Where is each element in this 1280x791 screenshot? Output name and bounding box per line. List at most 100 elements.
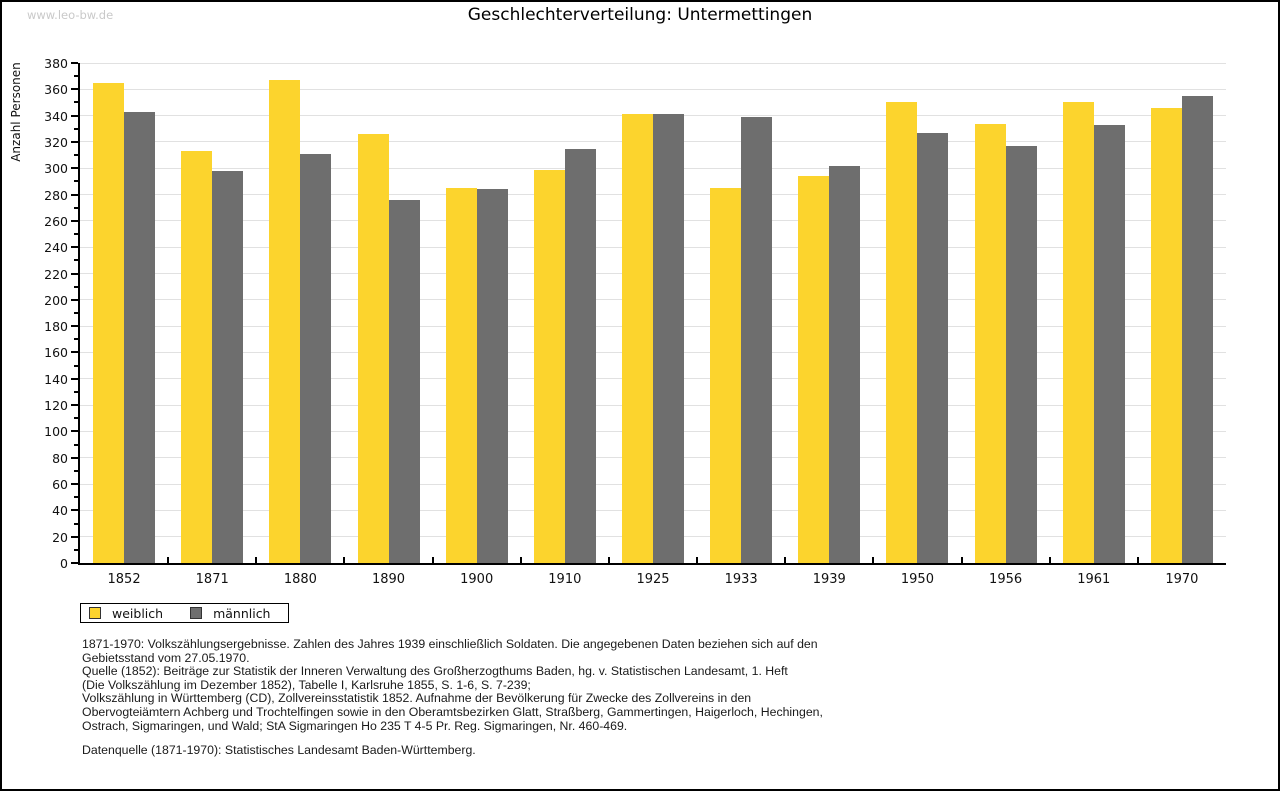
y-axis-tick-label: 380 bbox=[44, 56, 68, 71]
gridline bbox=[80, 62, 1226, 64]
y-axis-tick bbox=[71, 167, 78, 170]
x-axis-label: 1852 bbox=[107, 572, 141, 587]
y-axis-tick-label: 60 bbox=[52, 477, 68, 493]
bar-weiblich bbox=[798, 176, 830, 563]
legend-label: männlich bbox=[213, 605, 271, 621]
y-axis-tick-label: 160 bbox=[44, 345, 68, 361]
bar-group bbox=[168, 63, 256, 563]
bar-maennlich bbox=[1093, 124, 1125, 563]
footer-line: 1871-1970: Volkszählungsergebnisse. Zahl… bbox=[82, 637, 818, 651]
x-axis-tick bbox=[255, 557, 258, 563]
bar-weiblich bbox=[1150, 107, 1182, 563]
y-axis-tick bbox=[71, 430, 78, 433]
bar-weiblich bbox=[1062, 102, 1094, 563]
y-axis-title: Anzahl Personen bbox=[9, 62, 23, 162]
y-axis-tick bbox=[74, 285, 78, 288]
x-axis-label: 1950 bbox=[900, 572, 934, 587]
y-axis-tick-label: 80 bbox=[52, 450, 68, 466]
y-axis-tick bbox=[74, 180, 78, 183]
y-axis-tick bbox=[74, 522, 78, 525]
y-axis-tick-label: 320 bbox=[44, 134, 68, 150]
y-axis-tick bbox=[74, 259, 78, 262]
footer-line: Obervogteiämtern Achberg und Trochtelfin… bbox=[82, 704, 823, 719]
y-axis-tick bbox=[71, 219, 78, 222]
y-axis-tick bbox=[71, 562, 78, 564]
y-axis-tick bbox=[71, 114, 78, 117]
y-axis-tick bbox=[74, 206, 78, 209]
x-axis-tick bbox=[167, 557, 170, 563]
bar-maennlich bbox=[741, 116, 773, 563]
legend: weiblich männlich bbox=[80, 603, 289, 623]
y-axis-tick bbox=[71, 193, 78, 196]
bar-group bbox=[962, 63, 1050, 563]
y-axis-tick bbox=[74, 364, 78, 367]
legend-swatch-maennlich bbox=[190, 607, 203, 619]
bar-group bbox=[344, 63, 432, 563]
y-axis-tick-label: 100 bbox=[44, 424, 68, 440]
y-axis-tick bbox=[71, 377, 78, 380]
y-axis-tick bbox=[74, 496, 78, 499]
footer-line: Volkszählung in Württemberg (CD), Zollve… bbox=[82, 691, 752, 706]
y-axis-tick-label: 40 bbox=[52, 503, 68, 519]
gridline bbox=[80, 88, 1226, 90]
y-axis-tick bbox=[71, 246, 78, 249]
footer-line: (Die Volkszählung im Dezember 1852), Tab… bbox=[82, 677, 531, 692]
bar-maennlich bbox=[1181, 95, 1213, 563]
bar-group bbox=[785, 63, 873, 563]
y-axis-tick bbox=[74, 390, 78, 393]
x-axis-label: 1970 bbox=[1165, 572, 1199, 587]
y-axis-tick-label: 180 bbox=[44, 319, 68, 335]
bar-weiblich bbox=[621, 114, 653, 563]
y-axis-tick bbox=[71, 404, 78, 407]
bar-weiblich bbox=[181, 151, 213, 563]
y-axis-tick-label: 120 bbox=[44, 398, 68, 414]
y-axis-tick bbox=[71, 325, 78, 328]
x-axis-label: 1961 bbox=[1077, 572, 1111, 587]
y-axis-tick bbox=[71, 272, 78, 275]
bar-maennlich bbox=[300, 153, 332, 563]
bar-weiblich bbox=[974, 123, 1006, 563]
x-axis-label: 1910 bbox=[548, 572, 582, 587]
y-axis-tick bbox=[74, 154, 78, 157]
bar-maennlich bbox=[212, 170, 244, 563]
bar-group bbox=[256, 63, 344, 563]
x-axis-tick bbox=[607, 557, 610, 563]
legend-item: weiblich bbox=[89, 606, 163, 621]
x-axis-label: 1900 bbox=[460, 572, 494, 587]
bar-maennlich bbox=[476, 189, 508, 563]
y-axis-tick-label: 200 bbox=[44, 292, 68, 308]
bar-group bbox=[873, 63, 961, 563]
y-axis-tick bbox=[74, 443, 78, 446]
bar-maennlich bbox=[1005, 145, 1037, 563]
x-axis-label: 1880 bbox=[283, 572, 317, 587]
bar-group bbox=[80, 63, 168, 563]
datasource-note: Datenquelle (1871-1970): Statistisches L… bbox=[82, 743, 476, 758]
bar-maennlich bbox=[388, 199, 420, 563]
x-axis-label: 1890 bbox=[371, 572, 406, 587]
y-axis-tick-label: 360 bbox=[44, 82, 68, 98]
watermark: www.leo-bw.de bbox=[27, 8, 114, 22]
x-axis-tick bbox=[1048, 557, 1051, 563]
y-axis-tick-label: 0 bbox=[60, 556, 68, 571]
bar-maennlich bbox=[124, 111, 156, 563]
x-axis-label: 1939 bbox=[812, 572, 846, 587]
y-axis-tick bbox=[74, 548, 78, 551]
x-axis-tick bbox=[696, 557, 699, 563]
bar-group bbox=[433, 63, 521, 563]
y-axis-tick bbox=[71, 298, 78, 301]
x-axis-tick bbox=[960, 557, 963, 563]
y-axis-tick bbox=[74, 417, 78, 420]
y-axis-tick bbox=[74, 338, 78, 341]
y-axis-tick bbox=[71, 535, 78, 538]
y-axis-tick-label: 240 bbox=[44, 240, 68, 256]
y-axis-tick-label: 280 bbox=[44, 187, 68, 203]
x-axis-tick bbox=[431, 557, 434, 563]
y-axis-tick-label: 140 bbox=[44, 371, 68, 387]
x-axis-label: 1871 bbox=[195, 572, 229, 587]
bar-maennlich bbox=[564, 148, 596, 563]
y-axis-tick bbox=[71, 140, 78, 143]
y-axis-tick bbox=[71, 351, 78, 354]
legend-swatch-weiblich bbox=[89, 607, 101, 619]
x-axis-label: 1933 bbox=[724, 572, 758, 587]
